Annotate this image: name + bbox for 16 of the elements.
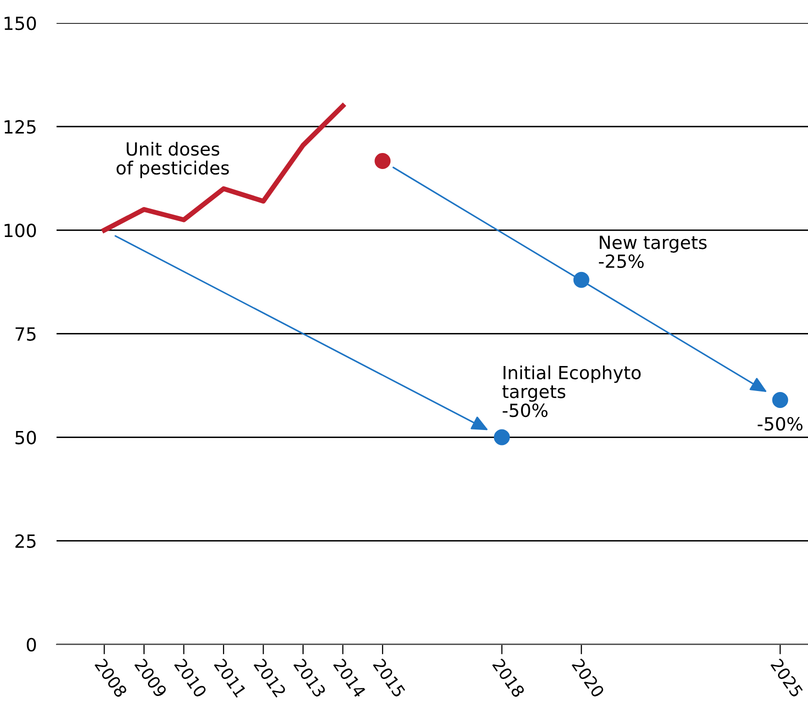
y-tick-label: 0 <box>26 638 36 652</box>
y-tick-label: 125 <box>4 120 36 134</box>
annotation: Initial Ecophyto targets -50% <box>502 365 641 418</box>
y-tick-label: 25 <box>15 534 36 548</box>
y-tick-label: 100 <box>4 224 36 238</box>
y-tick-label: 50 <box>16 430 36 444</box>
y-tick-label: 75 <box>16 327 36 341</box>
annotation: New targets -25% <box>598 236 707 268</box>
y-tick-label: 150 <box>4 16 36 30</box>
point <box>772 392 788 408</box>
annotation: Unit doses of pesticides <box>116 142 229 178</box>
annotation: -50% <box>758 416 802 431</box>
point <box>374 153 391 169</box>
point <box>573 272 590 288</box>
point <box>494 429 510 446</box>
line-series <box>102 103 346 233</box>
